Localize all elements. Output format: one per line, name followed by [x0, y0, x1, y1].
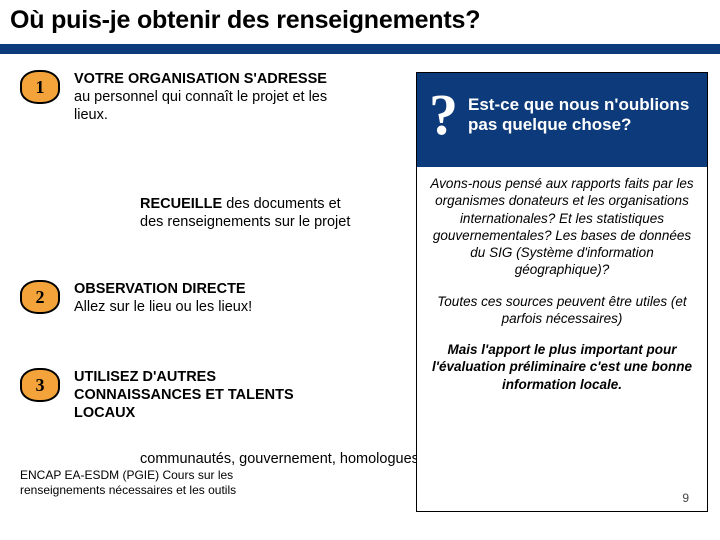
- sidebar-title: Est-ce que nous n'oublions pas quelque c…: [468, 95, 699, 136]
- sidebar-p3-bold: Mais l'apport le plus important pour l'é…: [432, 342, 692, 392]
- sidebar-p2: Toutes ces sources peuvent être utiles (…: [429, 293, 695, 328]
- item-3-text: UTILISEZ D'AUTRES CONNAISSANCES ET TALEN…: [74, 368, 334, 422]
- item-1-collect: RECUEILLE des documents et des renseigne…: [140, 195, 360, 231]
- item-3-bold: UTILISEZ D'AUTRES CONNAISSANCES ET TALEN…: [74, 369, 294, 421]
- page-title: Où puis-je obtenir des renseignements?: [10, 6, 480, 35]
- item-1-rest: au personnel qui connaît le projet et le…: [74, 89, 327, 123]
- number-badge-3: 3: [20, 368, 60, 402]
- title-rule: [0, 44, 720, 54]
- footer-source: ENCAP EA-ESDM (PGIE) Cours sur les rense…: [20, 468, 300, 498]
- slide: Où puis-je obtenir des renseignements? 1…: [0, 0, 720, 540]
- item-2-bold: OBSERVATION DIRECTE: [74, 281, 246, 297]
- sidebar-p3: Mais l'apport le plus important pour l'é…: [429, 341, 695, 393]
- page-number: 9: [682, 491, 689, 505]
- sidebar-p1: Avons-nous pensé aux rapports faits par …: [429, 175, 695, 279]
- item-3-rest: communautés, gouvernement, homologues: [140, 450, 420, 468]
- sidebar: ? Est-ce que nous n'oublions pas quelque…: [416, 72, 708, 512]
- item-2: 2 OBSERVATION DIRECTE Allez sur le lieu …: [20, 280, 334, 316]
- collect-bold: RECUEILLE: [140, 196, 222, 212]
- item-1-text: VOTRE ORGANISATION S'ADRESSE au personne…: [74, 70, 334, 124]
- item-1: 1 VOTRE ORGANISATION S'ADRESSE au person…: [20, 70, 334, 124]
- item-2-text: OBSERVATION DIRECTE Allez sur le lieu ou…: [74, 280, 334, 316]
- item-1-bold: VOTRE ORGANISATION S'ADRESSE: [74, 71, 327, 87]
- item-2-rest: Allez sur le lieu ou les lieux!: [74, 299, 252, 315]
- number-badge-2: 2: [20, 280, 60, 314]
- number-badge-1: 1: [20, 70, 60, 104]
- sidebar-body: Avons-nous pensé aux rapports faits par …: [417, 167, 707, 393]
- sidebar-header: ? Est-ce que nous n'oublions pas quelque…: [417, 73, 707, 167]
- question-mark-icon: ?: [429, 89, 458, 141]
- item-3: 3 UTILISEZ D'AUTRES CONNAISSANCES ET TAL…: [20, 368, 334, 422]
